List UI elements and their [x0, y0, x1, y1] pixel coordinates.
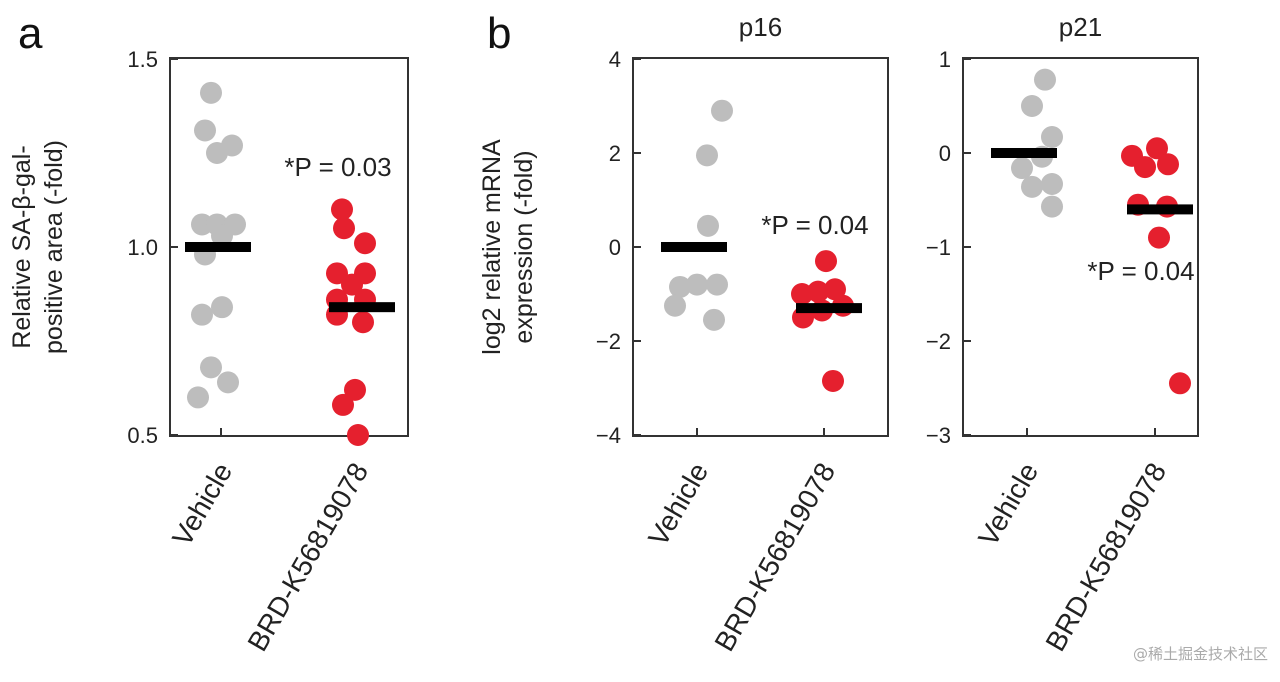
treatment-point	[815, 250, 837, 273]
vehicle-point	[1041, 195, 1063, 218]
x-category-label: BRD-K56819078	[241, 458, 374, 657]
vehicle-point	[200, 81, 222, 104]
treatment-point	[331, 198, 353, 221]
vehicle-point	[1034, 68, 1056, 91]
treatment-point	[1134, 156, 1156, 179]
treatment-point	[1169, 372, 1191, 395]
x-category-label: Vehicle	[972, 458, 1044, 552]
treatment-point	[347, 424, 369, 446]
x-category-label: Vehicle	[166, 458, 238, 552]
vehicle-point	[1021, 175, 1043, 198]
y-tick-label: 1	[939, 47, 951, 72]
vehicle-point	[211, 296, 233, 319]
y-tick-label: −2	[926, 329, 951, 354]
treatment-point	[1148, 226, 1170, 249]
vehicle-point	[1041, 126, 1063, 149]
vehicle-point	[696, 144, 718, 167]
treatment-point	[332, 393, 354, 416]
vehicle-point	[703, 308, 725, 331]
y-tick-label: 0	[609, 235, 621, 260]
p-value-annotation: *P = 0.03	[284, 152, 391, 182]
vehicle-point	[200, 356, 222, 379]
treatment-point	[822, 369, 844, 392]
p-value-annotation: *P = 0.04	[1087, 256, 1194, 286]
vehicle-point	[211, 224, 233, 247]
panel-label: a	[18, 9, 43, 58]
panel-1: 0.5 1.0 1.5 Vehicle BRD-K56819078 *P = 0.03 a R…	[8, 9, 409, 657]
y-tick-label: 0	[939, 141, 951, 166]
p-value-annotation: *P = 0.04	[761, 210, 868, 240]
mean-bar	[661, 242, 727, 252]
treatment-point	[354, 232, 376, 255]
y-tick-label: 2	[609, 141, 621, 166]
mean-bar	[796, 303, 862, 314]
y-axis-label: positive area (-fold)	[40, 140, 68, 354]
vehicle-point	[217, 371, 239, 394]
y-tick-label: −4	[596, 423, 621, 448]
watermark: @稀土掘金技术社区	[1132, 645, 1268, 663]
panel-label: b	[487, 9, 511, 58]
y-tick-label: 0.5	[127, 423, 158, 448]
mean-bar	[329, 302, 395, 313]
mean-bar	[185, 242, 251, 252]
y-tick-label: −2	[596, 329, 621, 354]
panel-title: p16	[739, 12, 782, 42]
y-tick-label: −1	[926, 235, 951, 260]
treatment-point	[1157, 153, 1179, 176]
vehicle-point	[669, 275, 691, 298]
y-axis-label: Relative SA-β-gal-	[8, 145, 36, 348]
x-category-label: BRD-K56819078	[708, 458, 841, 657]
vehicle-point	[686, 273, 708, 296]
treatment-point	[807, 280, 829, 303]
vehicle-point	[191, 303, 213, 326]
vehicle-point	[194, 119, 216, 142]
treatment-point	[352, 311, 374, 334]
vehicle-point	[1021, 95, 1043, 117]
mean-bar	[1127, 204, 1193, 215]
y-tick-label: −3	[926, 423, 951, 448]
vehicle-point	[206, 142, 228, 164]
vehicle-point	[697, 214, 719, 237]
vehicle-point	[664, 294, 686, 317]
treatment-point	[333, 217, 355, 240]
y-tick-label: 4	[609, 47, 621, 72]
treatment-point	[1146, 137, 1168, 160]
x-category-label: BRD-K56819078	[1039, 458, 1172, 657]
mean-bar	[991, 148, 1057, 158]
y-axis-label: expression (-fold)	[510, 150, 538, 343]
vehicle-point	[706, 273, 728, 296]
treatment-point	[344, 378, 366, 401]
panel-title: p21	[1059, 12, 1102, 42]
vehicle-point	[711, 99, 733, 122]
vehicle-point	[1011, 157, 1033, 180]
y-axis-label: log2 relative mRNA	[478, 139, 506, 355]
treatment-point	[824, 278, 846, 301]
y-tick-label: 1.0	[127, 235, 158, 260]
x-category-label: Vehicle	[642, 458, 714, 552]
vehicle-point	[187, 386, 209, 409]
treatment-point	[326, 262, 348, 285]
treatment-point	[341, 273, 363, 296]
y-tick-label: 1.5	[127, 47, 158, 72]
vehicle-point	[1041, 173, 1063, 196]
